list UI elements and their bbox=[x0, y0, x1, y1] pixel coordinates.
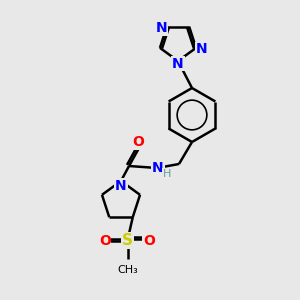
Text: CH₃: CH₃ bbox=[117, 265, 138, 275]
Text: H: H bbox=[163, 169, 171, 179]
Text: S: S bbox=[122, 233, 133, 248]
Text: N: N bbox=[156, 21, 168, 35]
Text: O: O bbox=[132, 136, 144, 149]
Text: O: O bbox=[99, 234, 111, 248]
Text: N: N bbox=[172, 56, 184, 70]
Text: O: O bbox=[143, 234, 155, 248]
Text: N: N bbox=[115, 178, 127, 193]
Text: N: N bbox=[152, 161, 164, 176]
Text: N: N bbox=[195, 42, 207, 56]
